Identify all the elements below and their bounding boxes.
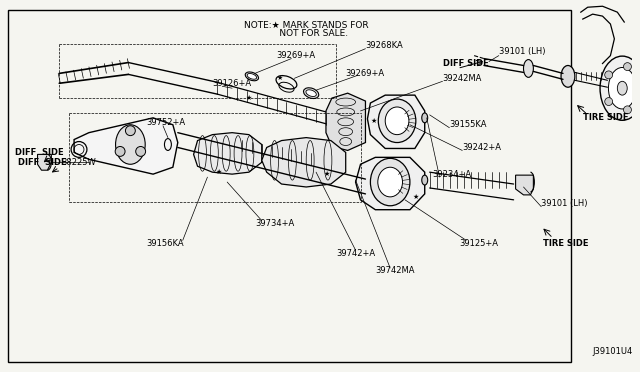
Text: DIFF SIDE: DIFF SIDE: [442, 59, 488, 68]
Polygon shape: [332, 105, 360, 125]
Text: J39101U4: J39101U4: [593, 347, 633, 356]
Text: ★: ★: [276, 76, 283, 81]
Polygon shape: [74, 118, 178, 174]
Ellipse shape: [116, 125, 145, 164]
Ellipse shape: [247, 74, 257, 79]
Text: ★: ★: [413, 194, 419, 200]
Circle shape: [605, 71, 612, 79]
Text: 39156KA: 39156KA: [146, 239, 184, 248]
Ellipse shape: [371, 158, 410, 206]
Text: 39242+A: 39242+A: [462, 143, 501, 152]
Circle shape: [623, 62, 632, 71]
Ellipse shape: [303, 88, 319, 99]
Text: 39125+A: 39125+A: [460, 239, 499, 248]
Text: 39268KA: 39268KA: [365, 41, 403, 50]
Ellipse shape: [378, 167, 403, 197]
Circle shape: [125, 126, 135, 136]
Polygon shape: [193, 133, 262, 174]
Text: ★: ★: [371, 118, 377, 124]
Circle shape: [623, 106, 632, 114]
Polygon shape: [367, 95, 425, 148]
Text: DIFF  SIDE: DIFF SIDE: [15, 148, 63, 157]
Text: 39234+A: 39234+A: [433, 170, 472, 179]
Text: 39752+A: 39752+A: [146, 118, 186, 127]
Ellipse shape: [306, 90, 316, 96]
Circle shape: [115, 147, 125, 156]
Ellipse shape: [561, 65, 575, 87]
Text: NOT FOR SALE.: NOT FOR SALE.: [264, 29, 348, 38]
Text: 39126+A: 39126+A: [212, 79, 252, 88]
Polygon shape: [38, 154, 51, 170]
Text: 39742+A: 39742+A: [336, 248, 375, 258]
Ellipse shape: [524, 60, 533, 77]
Text: ★: ★: [324, 171, 330, 177]
Polygon shape: [516, 175, 533, 195]
Ellipse shape: [600, 56, 640, 120]
Text: 39742MA: 39742MA: [375, 266, 415, 275]
Ellipse shape: [618, 81, 627, 95]
Text: 39101 (LH): 39101 (LH): [499, 47, 545, 56]
Bar: [8, 10, 571, 362]
Text: DIFF  SIDE: DIFF SIDE: [18, 158, 67, 167]
Ellipse shape: [245, 72, 259, 81]
Circle shape: [605, 97, 612, 106]
Circle shape: [635, 84, 640, 92]
Ellipse shape: [385, 107, 409, 135]
Text: TIRE SIDE: TIRE SIDE: [583, 113, 628, 122]
Text: 39101 (LH): 39101 (LH): [541, 199, 588, 208]
Text: 39269+A: 39269+A: [276, 51, 316, 60]
Text: TIRE SIDE: TIRE SIDE: [543, 239, 589, 248]
Ellipse shape: [422, 113, 428, 123]
Polygon shape: [262, 138, 346, 187]
Text: 39269+A: 39269+A: [346, 69, 385, 78]
Text: 38225W: 38225W: [61, 158, 96, 167]
Polygon shape: [326, 93, 365, 150]
Text: ★: ★: [246, 95, 252, 101]
Text: NOTE:★ MARK STANDS FOR: NOTE:★ MARK STANDS FOR: [244, 20, 369, 29]
Text: 39242MA: 39242MA: [442, 74, 482, 83]
Text: ★: ★: [215, 169, 221, 175]
Circle shape: [136, 147, 145, 156]
Text: 39734+A: 39734+A: [255, 219, 294, 228]
Polygon shape: [356, 157, 425, 210]
Text: 39155KA: 39155KA: [449, 120, 487, 129]
Ellipse shape: [422, 175, 428, 185]
Ellipse shape: [609, 67, 636, 109]
Ellipse shape: [378, 99, 416, 142]
